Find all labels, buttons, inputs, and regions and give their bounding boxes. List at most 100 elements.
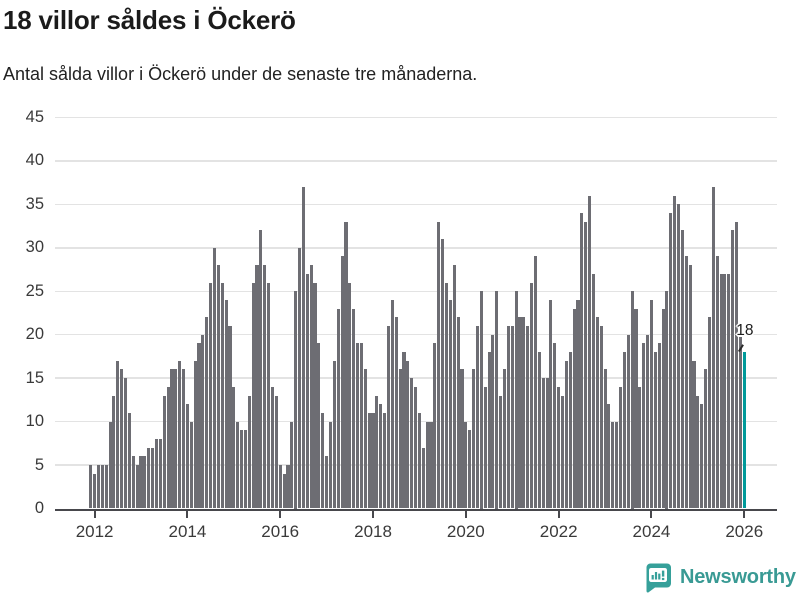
bar	[688, 265, 692, 509]
bar	[182, 369, 186, 509]
bar	[139, 456, 143, 509]
bar	[622, 352, 626, 509]
bar	[209, 282, 213, 509]
bar	[731, 230, 735, 509]
bar	[124, 378, 128, 509]
bar	[174, 369, 178, 509]
bar	[158, 438, 162, 509]
x-axis-tick	[650, 511, 653, 518]
bar	[189, 421, 193, 509]
bar	[96, 465, 101, 509]
bar	[526, 326, 530, 509]
bar	[669, 213, 673, 509]
bar	[738, 334, 742, 509]
gridline	[55, 377, 777, 379]
bar	[576, 299, 580, 509]
bar	[560, 395, 565, 509]
newsworthy-pin-barchart-icon	[646, 563, 671, 593]
bar	[584, 221, 588, 509]
bar	[332, 360, 336, 509]
bar	[433, 343, 437, 509]
bar	[704, 369, 708, 509]
bar	[603, 369, 607, 509]
bar	[154, 438, 159, 509]
y-tick-label: 15	[25, 368, 44, 387]
bar	[417, 412, 421, 509]
gridline	[55, 203, 777, 206]
bar	[580, 213, 584, 509]
highlighted-bar	[742, 352, 746, 509]
bar	[390, 299, 394, 509]
bar	[618, 386, 623, 509]
newsworthy-logo: Newsworthy	[643, 562, 796, 593]
bar	[383, 412, 387, 509]
bar	[491, 334, 495, 509]
bar	[472, 369, 476, 509]
bar	[232, 386, 236, 509]
bar	[100, 465, 104, 509]
bar	[642, 343, 646, 509]
bar	[112, 395, 116, 509]
bar	[255, 265, 259, 509]
bar	[379, 404, 383, 509]
x-tick-label: 2014	[168, 521, 207, 541]
newsworthy-logo-text: Newsworthy	[680, 566, 796, 588]
x-axis-tick	[279, 511, 282, 518]
bar	[456, 317, 460, 509]
x-axis-tick	[372, 511, 375, 518]
bar	[89, 465, 93, 509]
bar	[224, 299, 228, 509]
bar	[568, 352, 572, 509]
bar	[286, 465, 290, 509]
bar	[386, 326, 391, 509]
bar	[657, 343, 661, 509]
bar	[661, 308, 665, 509]
bar	[549, 299, 553, 509]
y-tick-label: 10	[25, 412, 44, 431]
y-tick-label: 5	[34, 455, 44, 474]
bar	[394, 317, 398, 509]
bar	[131, 456, 135, 509]
bar	[700, 404, 704, 509]
bar	[441, 239, 445, 509]
bar	[363, 369, 367, 509]
y-tick-label: 40	[25, 151, 44, 170]
bar	[537, 352, 541, 509]
bar	[630, 291, 634, 509]
bar	[135, 465, 139, 509]
bar	[305, 273, 309, 509]
bar	[626, 334, 630, 509]
bar	[444, 282, 449, 509]
bar	[591, 273, 595, 509]
y-tick-label: 20	[25, 325, 44, 344]
bar	[518, 317, 522, 509]
bar	[607, 404, 611, 509]
bar	[185, 404, 189, 509]
gridline	[55, 290, 777, 292]
bar	[541, 378, 545, 509]
gridline	[55, 333, 777, 336]
bar	[259, 230, 263, 509]
bar	[553, 343, 557, 509]
bar	[410, 378, 414, 509]
bar	[572, 308, 576, 509]
bar	[588, 195, 592, 509]
bar	[290, 421, 294, 509]
bar	[634, 308, 638, 509]
bar	[723, 273, 727, 509]
bar	[595, 317, 599, 509]
x-axis-tick	[93, 511, 96, 518]
bar	[734, 221, 739, 509]
bar	[93, 473, 97, 509]
bar	[414, 386, 418, 509]
bar	[479, 291, 483, 509]
bar	[499, 395, 503, 509]
x-axis-tick	[743, 511, 746, 518]
bar	[336, 308, 340, 509]
bar	[166, 386, 170, 509]
y-tick-label: 30	[25, 238, 44, 257]
bar	[321, 412, 325, 509]
bar	[205, 317, 209, 509]
bar	[557, 386, 561, 509]
bar	[425, 421, 429, 509]
